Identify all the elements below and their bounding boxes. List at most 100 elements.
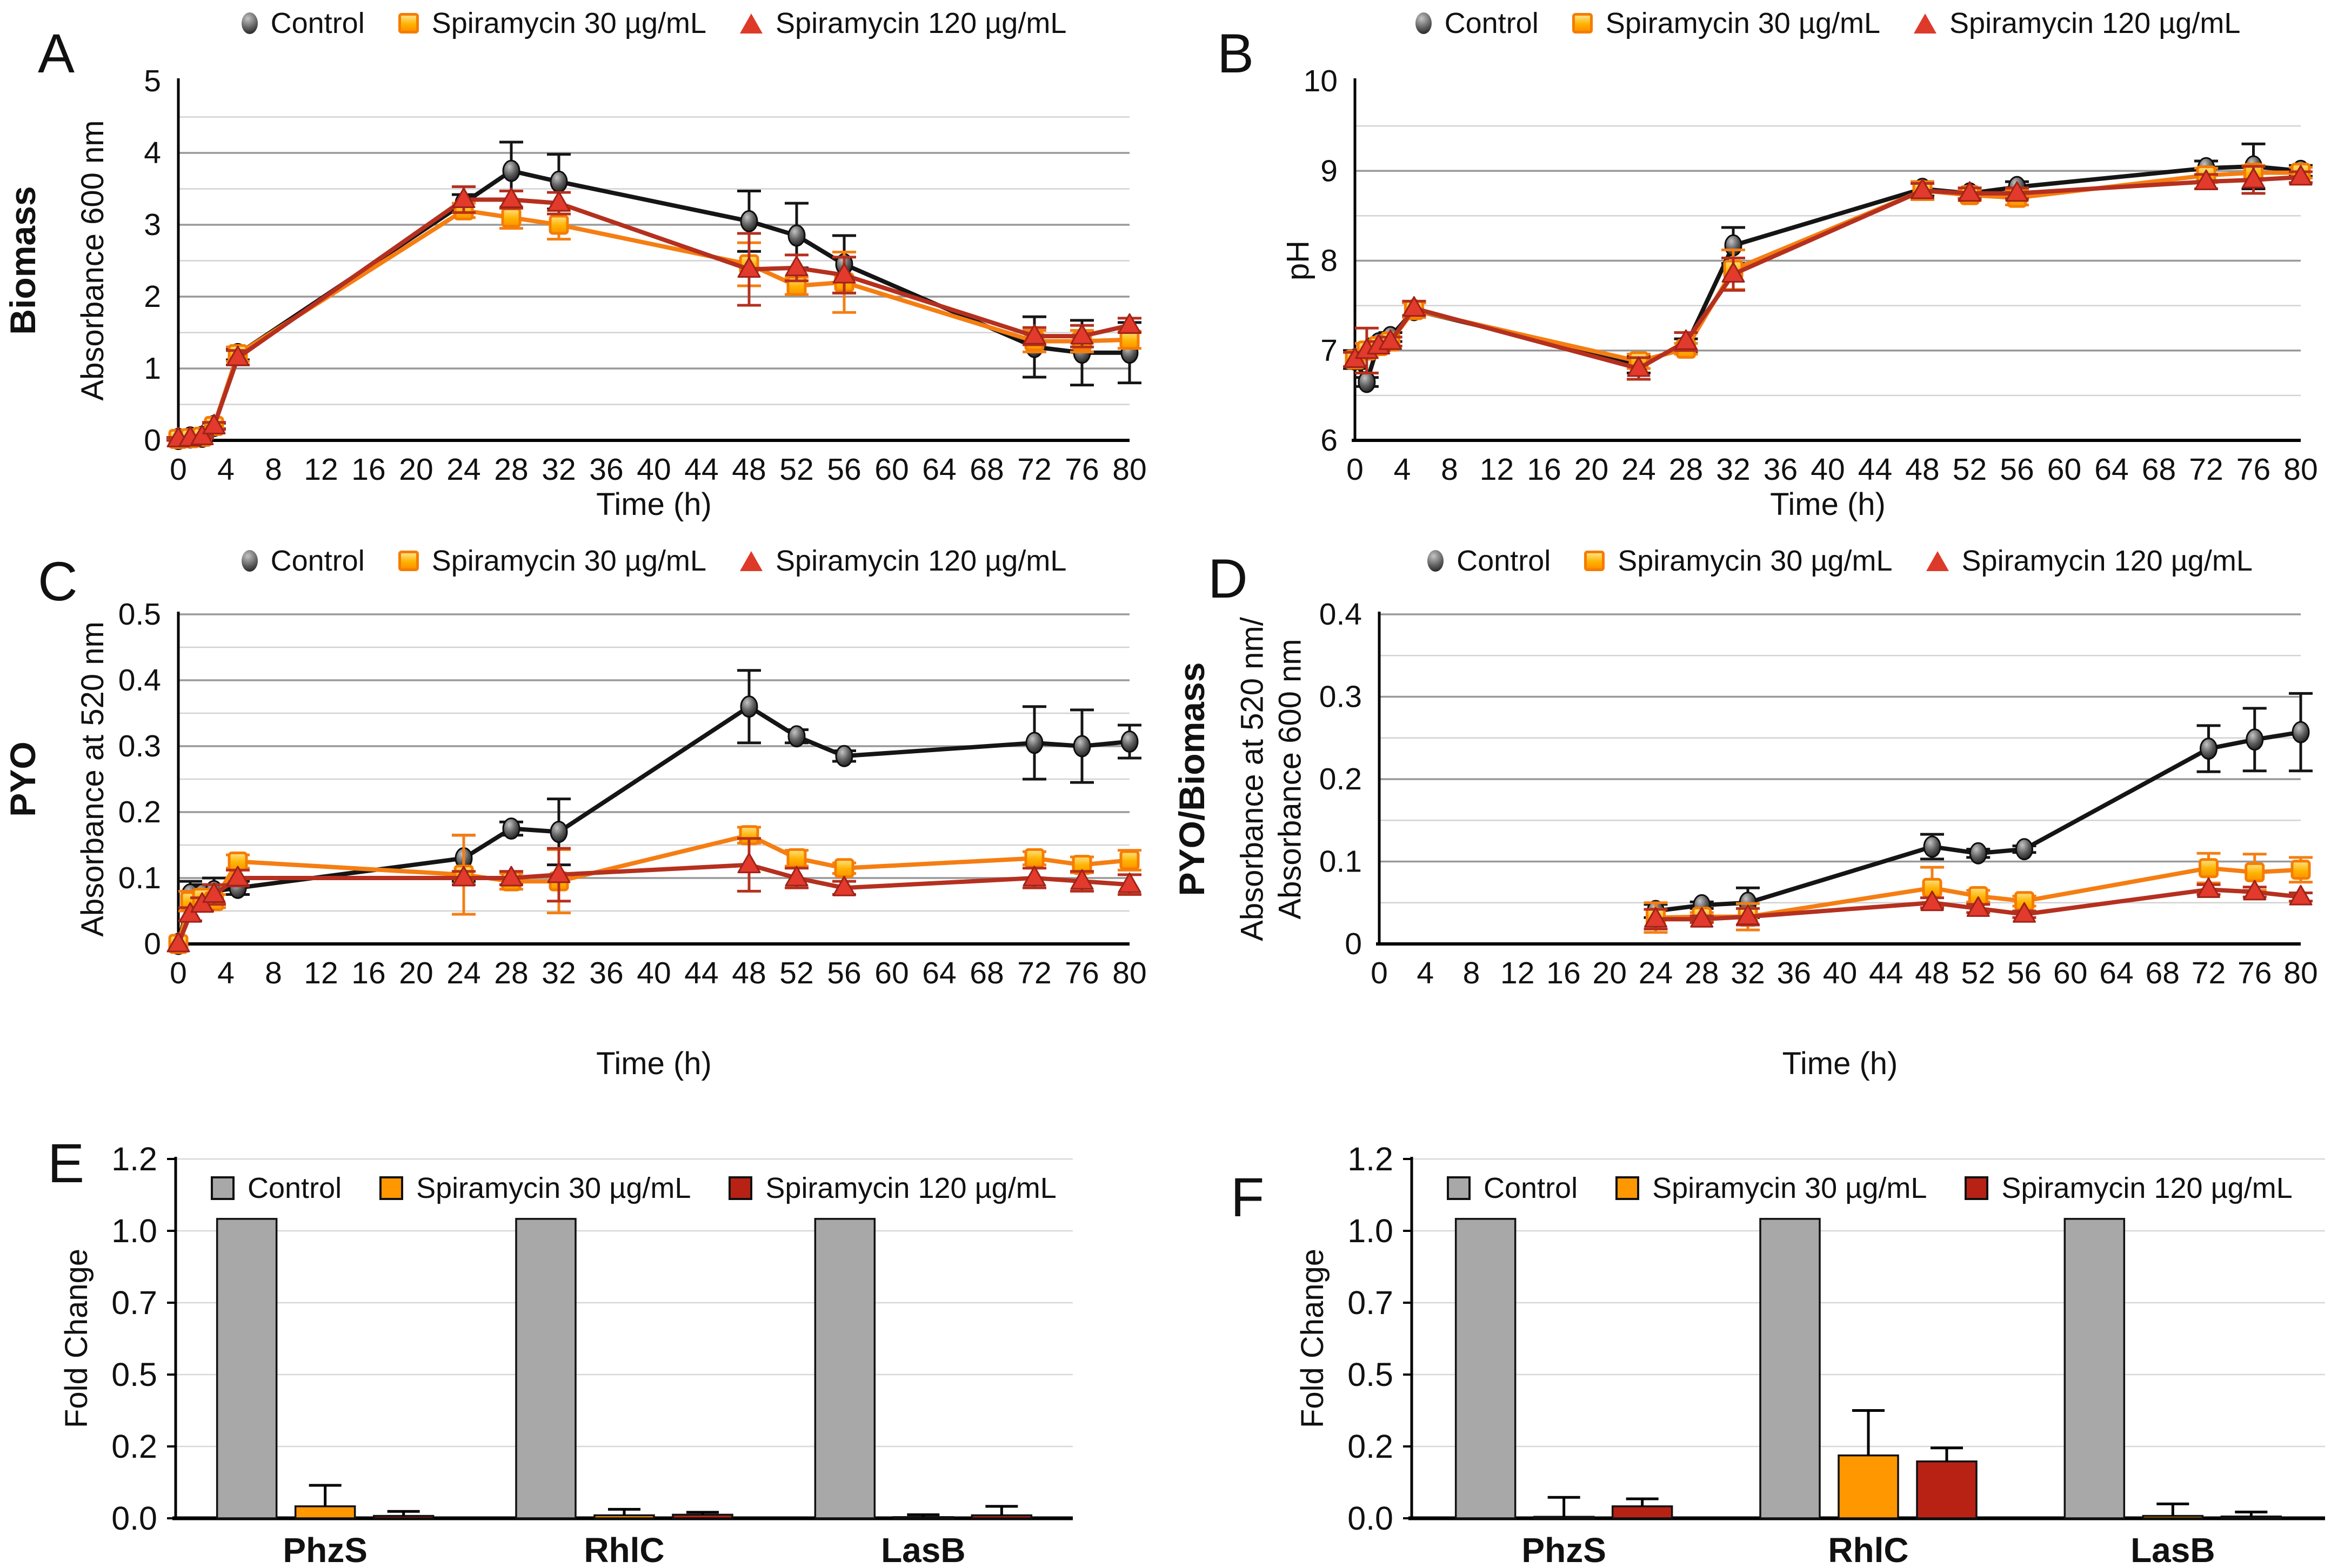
- control-marker-icon: [1427, 550, 1444, 572]
- panel-b-ylabel: pH: [1280, 240, 1316, 281]
- svg-text:4: 4: [144, 136, 161, 170]
- svg-text:72: 72: [2192, 956, 2226, 990]
- panel-c-letter: C: [38, 551, 78, 612]
- svg-text:24: 24: [446, 452, 480, 487]
- panel-pyo-biomass: 0 0.1 0.2 0.3 0.4 0 4 8 12 16 20 24 28 32 36 40 44 48 52 56…: [1166, 532, 2331, 1081]
- svg-text:0.2: 0.2: [118, 795, 161, 829]
- svg-text:60: 60: [874, 956, 909, 990]
- panel-d-plot: 00.10.20.30.40 4 8 12 16 20 24 28 32 36 40 44 48 52 56…: [1319, 597, 2318, 990]
- svg-text:0.2: 0.2: [1319, 762, 1362, 796]
- panel-e-letter: E: [48, 1133, 85, 1194]
- svg-text:56: 56: [827, 452, 861, 487]
- svg-text:12: 12: [304, 956, 338, 990]
- spiramycin120-marker-icon: [740, 13, 763, 33]
- legend-item-control: Control: [1415, 6, 1539, 40]
- svg-text:8: 8: [1441, 452, 1458, 487]
- category-label-phzs: PhzS: [1521, 1531, 1606, 1568]
- legend-item-spiramycin-30: Spiramycin 30 µg/mL: [1615, 1171, 1927, 1205]
- legend-item-spiramycin-30: Spiramycin 30 µg/mL: [379, 1171, 691, 1205]
- legend-item-spiramycin-120: Spiramycin 120 µg/mL: [729, 1171, 1057, 1205]
- spiramycin30-bar-swatch-icon: [379, 1176, 404, 1200]
- legend-label: Spiramycin 120 µg/mL: [776, 545, 1067, 577]
- legend-label: Control: [248, 1172, 342, 1204]
- spiramycin30-marker-icon: [1584, 551, 1605, 571]
- panel-d-ylabel: Absorbance at 520 nm/ Absorbance 600 nm: [1233, 617, 1308, 941]
- panel-e-category-labels: PhzS RhlC LasB: [176, 1530, 1073, 1568]
- svg-text:0.1: 0.1: [118, 861, 161, 895]
- svg-text:16: 16: [1546, 956, 1580, 990]
- svg-text:24: 24: [1621, 452, 1655, 487]
- svg-text:76: 76: [1065, 452, 1099, 487]
- svg-text:76: 76: [2236, 452, 2270, 487]
- panel-a-letter: A: [38, 23, 75, 84]
- svg-text:68: 68: [2142, 452, 2176, 487]
- svg-text:9: 9: [1320, 153, 1338, 188]
- spiramycin120-marker-icon: [1926, 551, 1949, 571]
- svg-text:0.5: 0.5: [111, 1356, 157, 1393]
- panel-d-xlabel: Time (h): [1782, 1046, 1898, 1081]
- panel-fold-change-e: 0.0 0.2 0.5 0.7 1.0 1.2 E Fold Change Control…: [0, 1086, 1165, 1568]
- category-label-rhlc: RhlC: [1828, 1531, 1909, 1568]
- svg-text:68: 68: [970, 452, 1004, 487]
- legend-label: Spiramycin 120 µg/mL: [2001, 1172, 2293, 1204]
- svg-text:28: 28: [1685, 956, 1719, 990]
- svg-text:44: 44: [1869, 956, 1903, 990]
- svg-text:0: 0: [1346, 452, 1364, 487]
- svg-text:7: 7: [1320, 333, 1338, 368]
- svg-text:72: 72: [1017, 956, 1051, 990]
- legend-item-spiramycin-120: Spiramycin 120 µg/mL: [740, 6, 1066, 40]
- svg-text:0.2: 0.2: [111, 1428, 157, 1465]
- svg-text:44: 44: [684, 452, 718, 487]
- svg-text:32: 32: [542, 956, 576, 990]
- panel-d-ylabel-line1: Absorbance at 520 nm/: [1234, 617, 1270, 941]
- svg-text:8: 8: [265, 956, 282, 990]
- svg-text:80: 80: [2283, 452, 2317, 487]
- svg-text:0: 0: [1345, 927, 1362, 961]
- svg-text:4: 4: [217, 452, 235, 487]
- svg-text:36: 36: [589, 452, 623, 487]
- panel-a-side-title: Biomass: [3, 186, 43, 335]
- legend-label: Spiramycin 120 µg/mL: [1949, 7, 2241, 39]
- legend-item-spiramycin-30: Spiramycin 30 µg/mL: [398, 544, 706, 578]
- panel-fold-change-f: 0.0 0.2 0.5 0.7 1.0 1.2 F Fold Change Control…: [1166, 1086, 2331, 1568]
- panel-c-legend: Control Spiramycin 30 µg/mL Spiramycin 1…: [178, 544, 1130, 578]
- svg-text:0.5: 0.5: [1347, 1356, 1393, 1393]
- legend-item-spiramycin-120: Spiramycin 120 µg/mL: [1965, 1171, 2293, 1205]
- panel-f-ylabel: Fold Change: [1295, 1248, 1331, 1429]
- svg-text:40: 40: [637, 956, 671, 990]
- control-bar-swatch-icon: [1447, 1176, 1471, 1200]
- spiramycin30-marker-icon: [1572, 13, 1593, 33]
- panel-a-ylabel: Absorbance 600 nm: [75, 120, 111, 401]
- svg-text:0.7: 0.7: [111, 1284, 157, 1321]
- svg-text:64: 64: [2094, 452, 2128, 487]
- svg-text:2: 2: [144, 279, 161, 314]
- svg-text:80: 80: [2283, 956, 2317, 990]
- panel-biomass: 0 1 2 3 4 5 0 4 8 12 16 20 24 28 32 36 40 44 48 52 56 60 64 68 7…: [0, 0, 1165, 527]
- legend-label: Spiramycin 30 µg/mL: [1605, 7, 1881, 39]
- legend-label: Control: [1444, 7, 1539, 39]
- panel-d-ylabel-line2: Absorbance 600 nm: [1272, 639, 1307, 920]
- panel-c-xlabel: Time (h): [596, 1046, 712, 1081]
- panel-a-legend: Control Spiramycin 30 µg/mL Spiramycin 1…: [178, 6, 1130, 40]
- panel-d-side-title: PYO/Biomass: [1172, 662, 1212, 896]
- svg-text:52: 52: [1953, 452, 1987, 487]
- legend-item-spiramycin-30: Spiramycin 30 µg/mL: [1584, 544, 1893, 578]
- svg-text:16: 16: [351, 452, 385, 487]
- control-marker-icon: [241, 550, 258, 572]
- svg-text:48: 48: [1915, 956, 1949, 990]
- panel-ph: 6 7 8 9 10 0 4 8 12 16 20 24 28 32 36 40 44 48 52 56 60 64 68 7…: [1166, 0, 2331, 527]
- svg-text:1.0: 1.0: [111, 1212, 157, 1249]
- svg-text:0.2: 0.2: [1347, 1428, 1393, 1465]
- svg-text:56: 56: [827, 956, 861, 990]
- svg-text:52: 52: [1961, 956, 1995, 990]
- legend-label: Spiramycin 120 µg/mL: [776, 7, 1067, 39]
- svg-text:4: 4: [1417, 956, 1434, 990]
- legend-item-spiramycin-120: Spiramycin 120 µg/mL: [1926, 544, 2253, 578]
- svg-text:40: 40: [1823, 956, 1857, 990]
- legend-item-control: Control: [211, 1171, 342, 1205]
- control-bar-swatch-icon: [211, 1176, 235, 1200]
- svg-text:20: 20: [399, 956, 433, 990]
- svg-text:68: 68: [2146, 956, 2180, 990]
